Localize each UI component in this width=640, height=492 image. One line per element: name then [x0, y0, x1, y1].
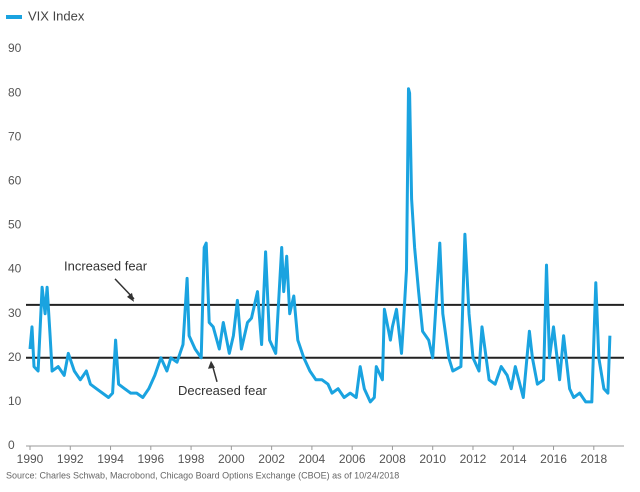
y-tick-label: 60 [8, 174, 22, 188]
arrow-head [127, 292, 134, 302]
x-tick-label: 2010 [419, 452, 446, 466]
source-note: Source: Charles Schwab, Macrobond, Chica… [6, 470, 399, 480]
y-tick-label: 90 [8, 41, 22, 55]
x-tick-label: 2006 [339, 452, 366, 466]
x-tick-label: 1990 [17, 452, 44, 466]
y-tick-label: 70 [8, 129, 22, 143]
data-line [28, 87, 612, 404]
annotation: Increased fear [64, 258, 148, 273]
x-tick-label: 1998 [178, 452, 205, 466]
y-tick-label: 20 [8, 350, 22, 364]
annotation: Decreased fear [178, 383, 268, 398]
x-tick-label: 2008 [379, 452, 406, 466]
y-tick-label: 40 [8, 262, 22, 276]
y-tick-label: 80 [8, 85, 22, 99]
y-tick-label: 0 [8, 438, 15, 452]
y-tick-label: 30 [8, 306, 22, 320]
x-tick-label: 2016 [540, 452, 567, 466]
y-tick-label: 10 [8, 394, 22, 408]
x-tick-label: 2004 [299, 452, 326, 466]
y-tick-label: 50 [8, 218, 22, 232]
x-tick-label: 2000 [218, 452, 245, 466]
x-tick-label: 2014 [500, 452, 527, 466]
x-tick-label: 2012 [460, 452, 487, 466]
x-tick-label: 1994 [97, 452, 124, 466]
legend-label: VIX Index [28, 8, 85, 23]
x-tick-label: 1992 [57, 452, 84, 466]
arrow-head [208, 360, 215, 369]
x-tick-label: 1996 [137, 452, 164, 466]
x-tick-label: 2002 [258, 452, 285, 466]
x-tick-label: 2018 [580, 452, 607, 466]
